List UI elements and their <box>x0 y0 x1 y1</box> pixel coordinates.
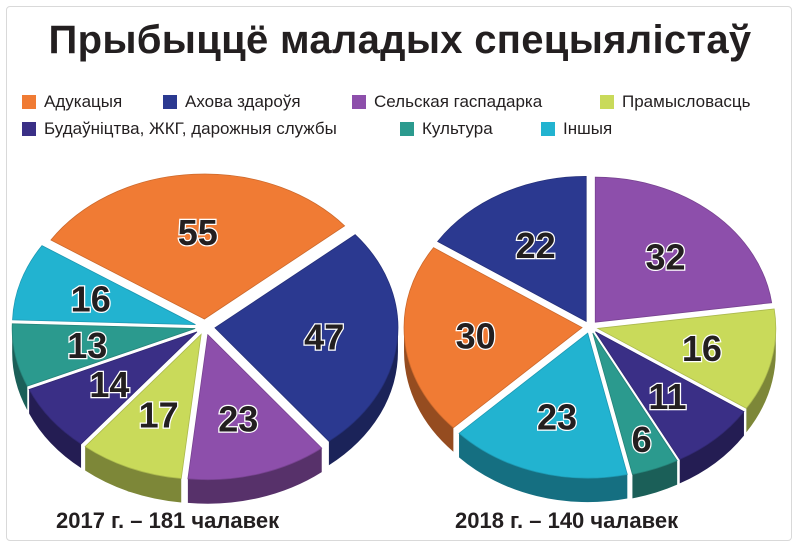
legend-swatch <box>352 95 366 109</box>
pie-value-label-construction: 14 <box>89 364 129 405</box>
pie-slice-culture <box>11 323 196 387</box>
pie-value-label-agriculture: 32 <box>646 237 686 278</box>
legend-item-industry: Прамысловасць <box>600 92 751 112</box>
chart-frame <box>6 6 792 541</box>
pie-slice-side-industry <box>85 446 182 503</box>
legend-item-culture: Культура <box>400 119 493 139</box>
pie-slice-education <box>403 247 583 429</box>
pie-slice-healthcare <box>214 234 399 442</box>
legend-label: Іншыя <box>563 119 613 138</box>
pie-slice-side-culture <box>12 328 28 411</box>
pie-value-label-other: 23 <box>537 396 577 437</box>
legend-swatch <box>541 122 555 136</box>
pie-caption-2017: 2017 г. – 181 чалавек <box>56 508 280 533</box>
legend-item-agriculture: Сельская гаспадарка <box>352 92 542 112</box>
pie-slice-side-other <box>459 433 628 503</box>
legend-swatch <box>22 95 36 109</box>
pie-slice-side-education <box>404 327 454 452</box>
pie-value-label-healthcare: 22 <box>516 225 556 266</box>
pie-value-label-industry: 17 <box>139 395 179 436</box>
pie-slice-side-construction <box>679 411 744 484</box>
pie-slice-side-healthcare <box>328 327 398 466</box>
pie-value-label-construction: 11 <box>648 376 686 417</box>
legend-item-construction: Будаўніцтва, ЖКГ, дарожныя службы <box>22 119 337 139</box>
legend-label: Культура <box>422 119 493 138</box>
pie-slice-side-agriculture <box>187 448 322 504</box>
legend-label: Сельская гаспадарка <box>374 92 543 111</box>
pie-slice-healthcare <box>437 175 587 323</box>
pie-slice-culture <box>592 332 678 475</box>
pie-slice-agriculture <box>187 333 323 481</box>
pie-1: 32 16 116 23 30 22 <box>403 175 777 503</box>
legend-swatch <box>400 122 414 136</box>
pie-value-label-agriculture: 23 <box>218 398 258 439</box>
legend-item-other: Іншыя <box>541 119 612 139</box>
pie-value-label-other: 16 <box>71 279 111 320</box>
pie-value-label-culture: 6 <box>632 419 652 460</box>
pie-value-label-education: 30 <box>456 315 496 356</box>
pie-slice-industry <box>596 308 777 409</box>
pie-slice-other <box>458 332 628 479</box>
pie-slice-industry <box>84 333 202 479</box>
pie-value-label-industry: 16 <box>682 328 722 369</box>
legend-swatch <box>600 95 614 109</box>
pie-caption-2018: 2018 г. – 140 чалавек <box>455 508 679 533</box>
legend-label: Прамысловасць <box>622 92 751 111</box>
legend-swatch <box>22 122 36 136</box>
pie-slice-agriculture <box>594 176 773 323</box>
pie-value-label-education: 55 <box>178 212 218 253</box>
pie-slice-construction <box>595 331 745 460</box>
pie-slice-education <box>50 173 346 320</box>
pie-slice-other <box>12 245 196 326</box>
pie-slice-side-industry <box>746 328 776 433</box>
legend-label: Будаўніцтва, ЖКГ, дарожныя службы <box>44 119 337 138</box>
legend-item-education: Адукацыя <box>22 92 122 112</box>
legend-item-healthcare: Ахова здароўя <box>163 92 301 112</box>
pie-value-label-culture: 13 <box>67 325 107 366</box>
legend-swatch <box>163 95 177 109</box>
pie-value-label-healthcare: 47 <box>304 317 344 358</box>
chart-title: Прыбыццё маладых спецыялістаў <box>48 18 752 62</box>
pie-slice-construction <box>28 331 198 445</box>
pie-slice-side-culture <box>632 460 678 499</box>
legend-label: Ахова здароўя <box>185 92 301 111</box>
legend-label: Адукацыя <box>44 92 123 111</box>
